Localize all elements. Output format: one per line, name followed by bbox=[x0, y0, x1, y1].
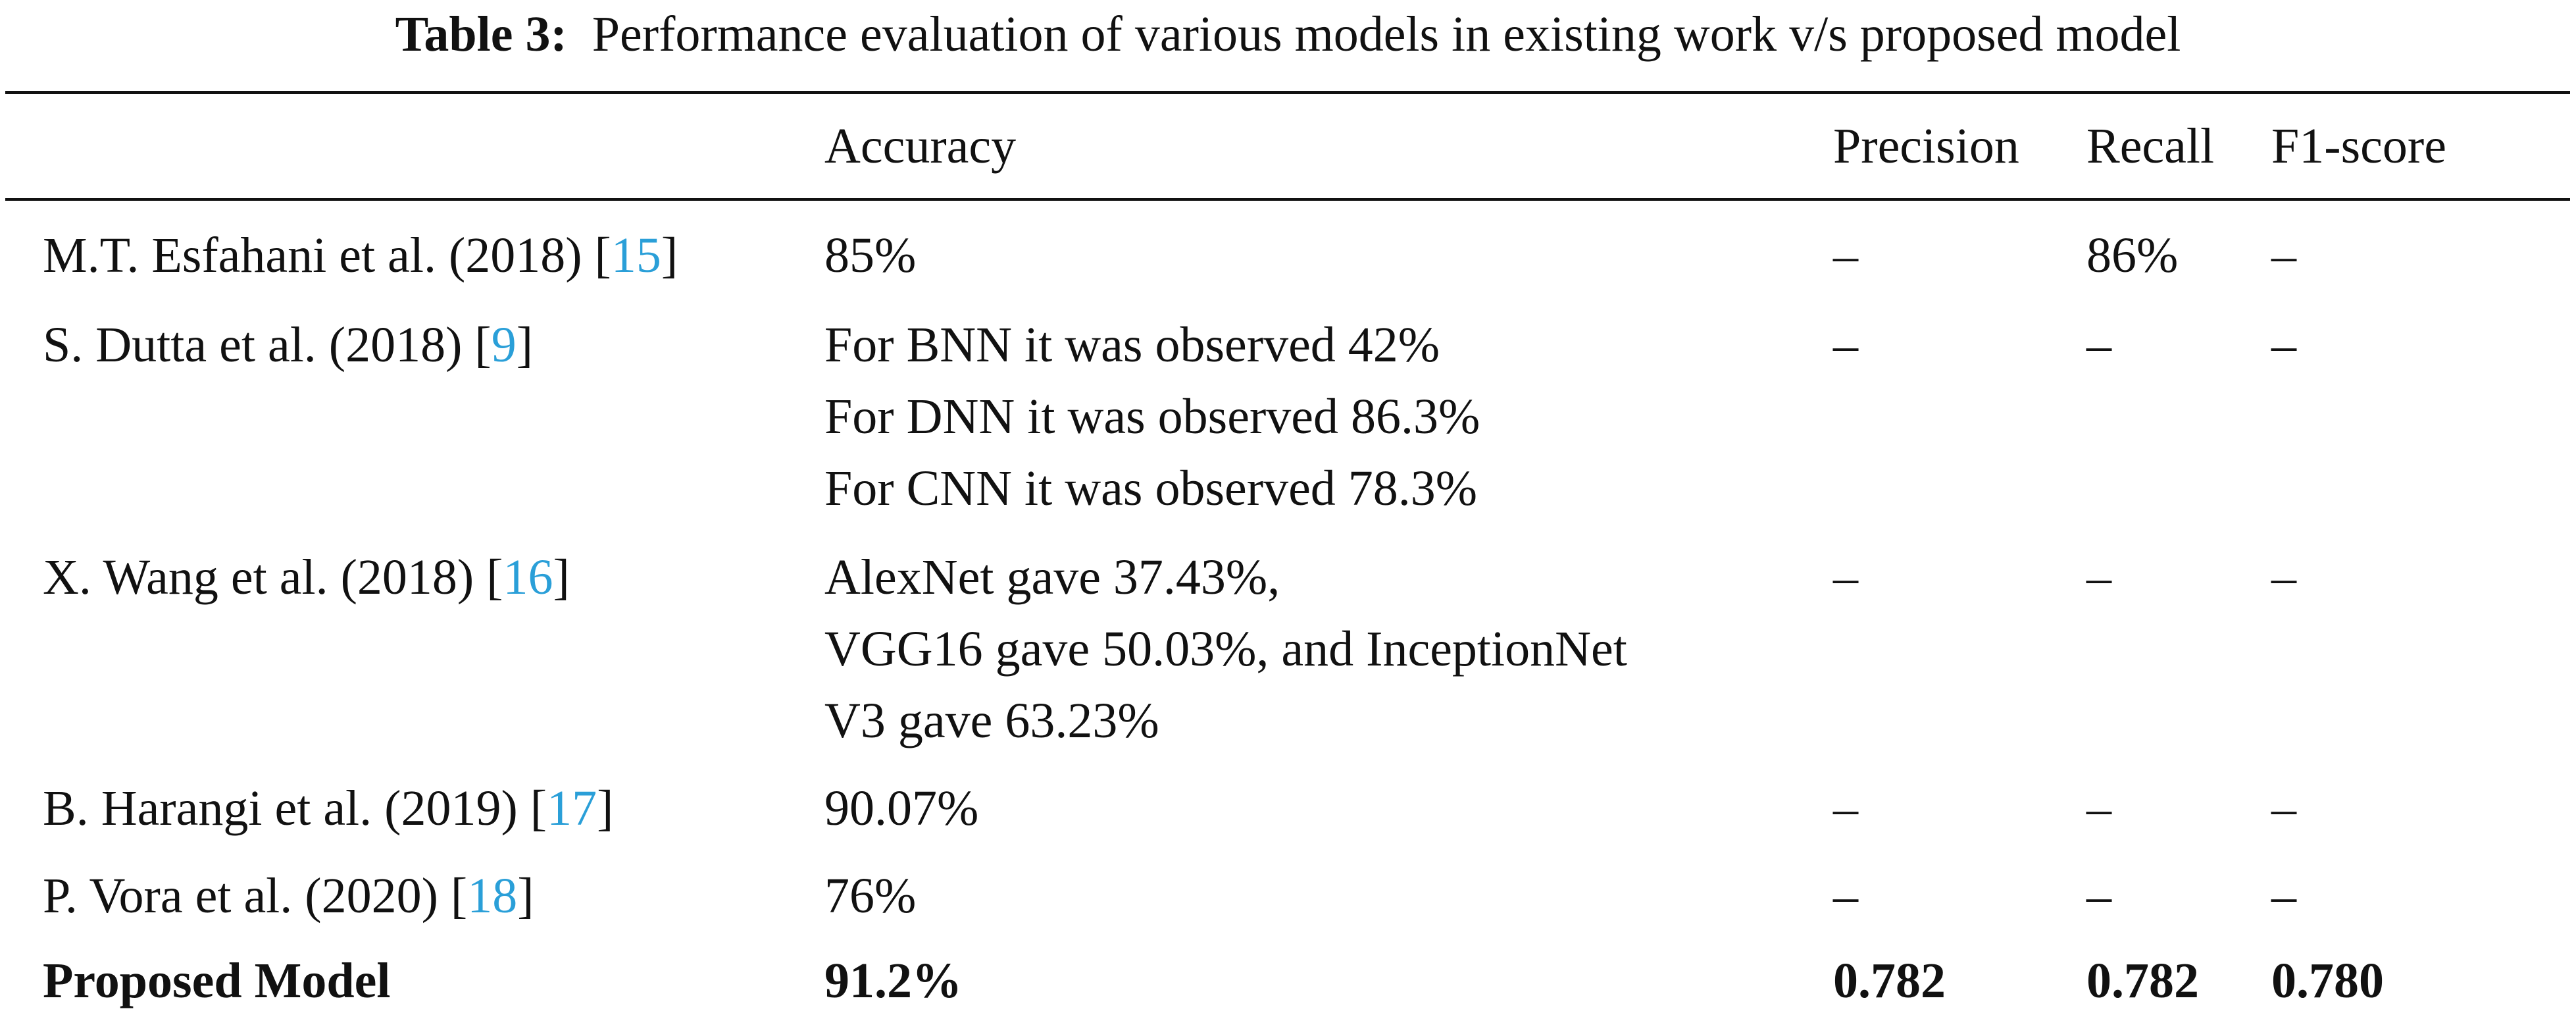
recall-value: – bbox=[2086, 550, 2111, 605]
caption-text: Performance evaluation of various models… bbox=[592, 7, 2181, 62]
citation-link[interactable]: 16 bbox=[503, 550, 553, 605]
header-precision: Precision bbox=[1833, 118, 2019, 174]
recall-value: – bbox=[2086, 781, 2111, 836]
model-name: B. Harangi et al. (2019) [17] bbox=[43, 781, 614, 836]
caption-label: Table 3: bbox=[395, 7, 567, 62]
citation-link[interactable]: 15 bbox=[611, 228, 661, 283]
citation-link[interactable]: 18 bbox=[467, 868, 518, 924]
precision-value: – bbox=[1833, 781, 1858, 836]
f1-value: – bbox=[2271, 868, 2296, 924]
header-rule bbox=[5, 198, 2570, 201]
f1-value: 0.780 bbox=[2271, 953, 2384, 1008]
accuracy-line: For CNN it was observed 78.3% bbox=[824, 461, 1478, 516]
precision-value: 0.782 bbox=[1833, 953, 1946, 1008]
citation-link[interactable]: 9 bbox=[491, 317, 517, 373]
top-rule bbox=[5, 91, 2570, 94]
f1-value: – bbox=[2271, 228, 2296, 283]
citation-link[interactable]: 17 bbox=[547, 781, 597, 836]
recall-value: 0.782 bbox=[2086, 953, 2199, 1008]
precision-value: – bbox=[1833, 868, 1858, 924]
recall-value: 86% bbox=[2086, 228, 2179, 283]
f1-value: – bbox=[2271, 781, 2296, 836]
accuracy-line: For BNN it was observed 42% bbox=[824, 317, 1440, 373]
header-f1: F1-score bbox=[2271, 118, 2446, 174]
accuracy-value: 91.2% bbox=[824, 953, 962, 1008]
table-caption: Table 3: Performance evaluation of vario… bbox=[0, 1, 2576, 67]
accuracy-value: 90.07% bbox=[824, 781, 979, 836]
accuracy-value: 76% bbox=[824, 868, 917, 924]
precision-value: – bbox=[1833, 550, 1858, 605]
f1-value: – bbox=[2271, 550, 2296, 605]
accuracy-line: For DNN it was observed 86.3% bbox=[824, 389, 1480, 444]
model-name: Proposed Model bbox=[43, 953, 391, 1008]
accuracy-line: V3 gave 63.23% bbox=[824, 693, 1159, 748]
precision-value: – bbox=[1833, 317, 1858, 373]
model-name: X. Wang et al. (2018) [16] bbox=[43, 550, 570, 605]
model-name: M.T. Esfahani et al. (2018) [15] bbox=[43, 228, 678, 283]
recall-value: – bbox=[2086, 317, 2111, 373]
f1-value: – bbox=[2271, 317, 2296, 373]
accuracy-line: VGG16 gave 50.03%, and InceptionNet bbox=[824, 621, 1627, 677]
header-accuracy: Accuracy bbox=[824, 118, 1017, 174]
accuracy-value: 85% bbox=[824, 228, 917, 283]
precision-value: – bbox=[1833, 228, 1858, 283]
model-name: P. Vora et al. (2020) [18] bbox=[43, 868, 534, 924]
accuracy-line: AlexNet gave 37.43%, bbox=[824, 550, 1280, 605]
model-name: S. Dutta et al. (2018) [9] bbox=[43, 317, 534, 373]
header-recall: Recall bbox=[2086, 118, 2215, 174]
recall-value: – bbox=[2086, 868, 2111, 924]
